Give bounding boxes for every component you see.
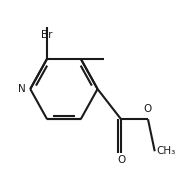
Text: Br: Br [41, 30, 53, 40]
Text: N: N [18, 84, 26, 94]
Text: O: O [117, 155, 125, 165]
Text: CH₃: CH₃ [156, 146, 176, 156]
Text: O: O [144, 104, 152, 114]
